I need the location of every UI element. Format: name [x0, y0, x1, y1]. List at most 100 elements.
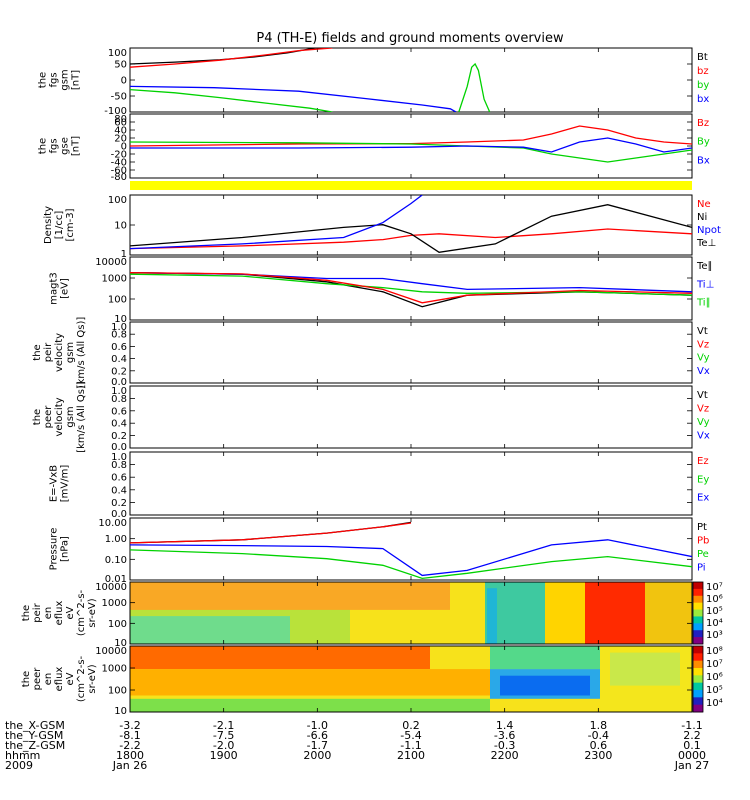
- legend-Vz: Vz: [697, 339, 709, 350]
- legend-Vy: Vy: [697, 417, 710, 428]
- panel-efield: 1.00.8 0.60.4 0.20.0 E=-VxB [mV/m] Ez Ey Ex: [49, 451, 709, 520]
- footer-value: -3.2: [119, 719, 140, 732]
- colorbar-label: 10³: [706, 630, 723, 641]
- y-tick-label: 0.0: [111, 442, 127, 453]
- y-tick-label: 1.0: [111, 452, 127, 463]
- y-tick-label: 10000: [95, 257, 127, 268]
- footer-value: -7.5: [213, 729, 234, 742]
- colorbar-swatch: [693, 582, 703, 590]
- footer-value: -2.1: [213, 719, 234, 732]
- series-line-Te∥: [130, 272, 692, 308]
- series-group: [130, 272, 692, 308]
- legend-Ey: Ey: [697, 474, 709, 485]
- spec-band: [610, 652, 680, 686]
- y-axis-label: gsm: [65, 342, 76, 363]
- footer-value: Jan 27: [674, 759, 709, 772]
- footer-value: -1.7: [307, 739, 328, 752]
- panel-frame: [129, 321, 693, 384]
- y-tick-label: 10: [114, 638, 127, 649]
- panel-frame: [129, 385, 693, 449]
- series-line-by_peak: [458, 62, 491, 112]
- footer-value: Jan 26: [112, 759, 147, 772]
- y-axis-label: fgs: [49, 138, 60, 153]
- legend-Bz: Bz: [697, 118, 709, 129]
- footer-value: -2.0: [213, 739, 234, 752]
- footer-label: the_X-GSM: [5, 719, 65, 732]
- colorbar-swatch: [693, 690, 703, 698]
- y-tick-label: 1000: [102, 664, 127, 675]
- y-axis-label: peer: [32, 667, 43, 691]
- y-tick-label: 40: [114, 126, 127, 137]
- legend-Bt: Bt: [697, 52, 708, 63]
- y-tick-label: 0.4: [111, 485, 127, 496]
- colorbar-label: 10⁶: [706, 672, 723, 683]
- colorbar-swatch: [693, 630, 703, 638]
- colorbar-frame: [692, 581, 704, 645]
- footer-value: 2200: [491, 749, 519, 762]
- spec-band: [130, 669, 490, 696]
- footer-value: 2300: [584, 749, 612, 762]
- series-line-Pi: [130, 539, 692, 577]
- legend-by: by: [697, 80, 709, 91]
- series-line-by: [130, 88, 333, 112]
- y-axis-label: gse: [60, 137, 71, 155]
- legend-Pe: Pe: [697, 549, 709, 560]
- series-line-Bx: [130, 137, 692, 153]
- footer-value: -1.1: [400, 739, 421, 752]
- y-tick-label: 100: [108, 619, 127, 630]
- y-tick-label: 1: [121, 249, 127, 260]
- y-tick-label: 1.0: [111, 322, 127, 333]
- colorbar-label: 10⁵: [706, 606, 723, 617]
- series-group: [130, 125, 692, 163]
- footer-value: 0.6: [590, 739, 608, 752]
- colorbar-label: 10⁶: [706, 594, 723, 605]
- footer-value: -6.6: [307, 729, 328, 742]
- y-tick-label: 1000: [102, 598, 127, 609]
- series-line-Pe: [130, 549, 692, 580]
- y-tick-label: 0.10: [105, 555, 127, 566]
- y-axis-label: eV: [65, 606, 76, 619]
- legend-Bx: Bx: [697, 155, 710, 166]
- series-line-Ti∥: [130, 273, 692, 296]
- y-tick-label: 0.2: [111, 366, 127, 377]
- series-line-By: [130, 141, 692, 163]
- footer-label: the_Y-GSM: [5, 729, 63, 742]
- series-group: [130, 195, 692, 253]
- footer-value: 2.2: [683, 729, 701, 742]
- y-axis-label: the: [21, 605, 32, 621]
- spectrogram-peer_efl: [130, 646, 692, 712]
- y-tick-label: 0.6: [111, 473, 127, 484]
- colorbar-swatch: [693, 637, 703, 645]
- series-line-Bt: [130, 48, 316, 65]
- panel-peer_vel: 1.00.80.6 0.40.20.0 the peer velocity gsm [km/…: [32, 381, 710, 453]
- series-line-Ne: [130, 228, 692, 250]
- footer-value: 0.2: [402, 719, 420, 732]
- legend-Vx: Vx: [697, 366, 710, 377]
- y-tick-label: 1.00: [105, 534, 127, 545]
- y-axis-label: sr-eV): [87, 664, 98, 693]
- y-axis-label: eflux: [54, 601, 65, 626]
- y-axis-label: en: [43, 673, 54, 686]
- y-axis-label: [1/cc]: [54, 211, 65, 240]
- footer-value: 0000: [678, 749, 706, 762]
- legend-Vz: Vz: [697, 404, 709, 415]
- y-tick-label: 10000: [95, 646, 127, 657]
- footer-label: hhmm: [5, 749, 40, 762]
- colorbar-label: 10⁸: [706, 646, 723, 657]
- spec-band: [487, 588, 497, 644]
- y-axis-label: E=-VxB: [49, 465, 60, 502]
- y-axis-label: peir: [43, 342, 54, 362]
- colorbar-swatch: [693, 668, 703, 676]
- y-axis-label: fgs: [49, 72, 60, 87]
- footer-value: -3.6: [494, 729, 515, 742]
- y-tick-label: 0.4: [111, 354, 127, 365]
- legend-Vx: Vx: [697, 431, 710, 442]
- y-axis-label: the: [32, 409, 43, 425]
- y-tick-label: 0.8: [111, 330, 127, 341]
- y-tick-label: 10000: [95, 582, 127, 593]
- colorbar-swatch: [693, 697, 703, 706]
- colorbar-label: 10⁷: [706, 582, 723, 593]
